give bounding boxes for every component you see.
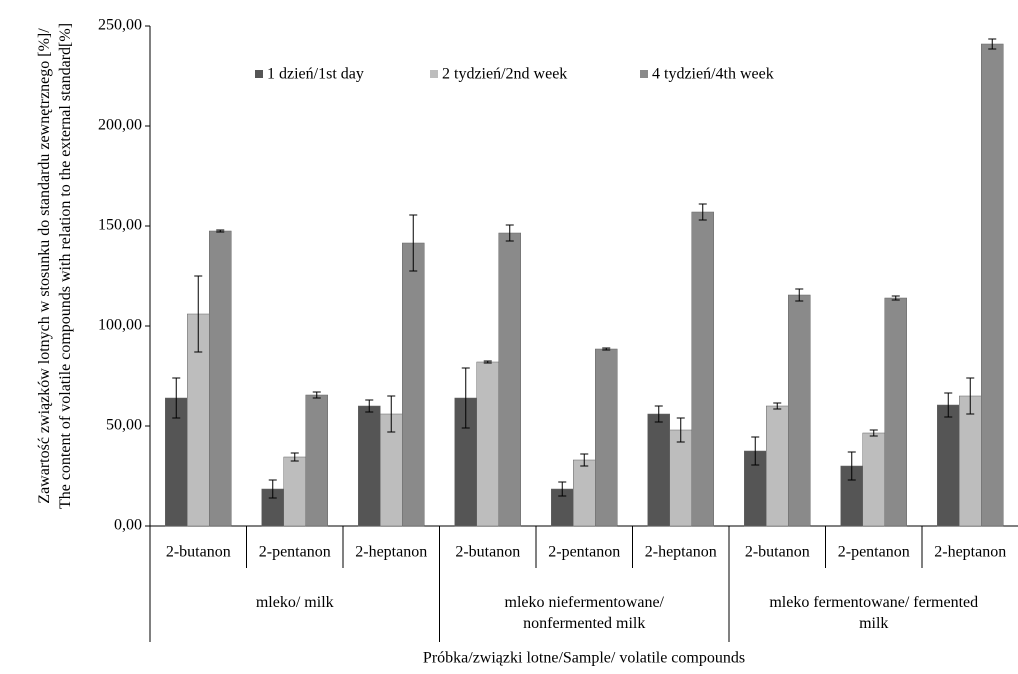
error-bar xyxy=(795,288,804,302)
bar xyxy=(937,404,960,527)
group-label: mleko niefermentowane/ nonfermented milk xyxy=(504,594,665,632)
error-bar xyxy=(505,224,514,242)
bar xyxy=(862,432,885,527)
error-bar xyxy=(891,295,900,301)
legend-label: 4 tydzień/4th week xyxy=(652,66,774,83)
legend-label: 1 dzień/1st day xyxy=(267,66,364,83)
error-bar xyxy=(966,377,975,415)
bar xyxy=(209,230,232,527)
bar xyxy=(305,394,328,527)
legend-swatch xyxy=(640,70,648,78)
y-tick-label: 50,00 xyxy=(106,417,142,434)
bar xyxy=(766,405,789,527)
error-bar xyxy=(216,229,225,233)
error-bar xyxy=(602,347,611,351)
x-tick-label: 2-butanon xyxy=(455,544,520,561)
error-bar xyxy=(365,399,374,413)
error-bar xyxy=(290,452,299,462)
error-bar xyxy=(194,275,203,353)
error-bar xyxy=(988,38,997,50)
bar xyxy=(595,348,618,527)
error-bar xyxy=(944,392,953,418)
y-tick-label: 200,00 xyxy=(98,117,142,134)
bar xyxy=(358,405,381,527)
x-axis-label: Próbka/związki lotne/Sample/ volatile co… xyxy=(423,650,745,667)
error-bar xyxy=(676,417,685,443)
bar xyxy=(476,361,499,527)
error-bar xyxy=(312,391,321,399)
y-axis-label: Zawartość związków lotnych w stosunku do… xyxy=(36,22,74,510)
bar xyxy=(981,43,1004,527)
y-tick-label: 150,00 xyxy=(98,217,142,234)
bar xyxy=(884,297,907,527)
error-bar xyxy=(461,367,470,429)
y-tick-label: 250,00 xyxy=(98,17,142,34)
error-bar xyxy=(654,405,663,423)
legend-swatch xyxy=(430,70,438,78)
error-bar xyxy=(869,429,878,437)
bar xyxy=(788,294,811,527)
legend-label: 2 tydzień/2nd week xyxy=(442,66,567,83)
legend-swatch xyxy=(255,70,263,78)
error-bar xyxy=(387,395,396,433)
x-tick-label: 2-pentanon xyxy=(838,544,910,561)
bar xyxy=(498,232,521,527)
error-bar xyxy=(847,451,856,481)
x-tick-label: 2-heptanon xyxy=(355,544,427,561)
x-tick-label: 2-pentanon xyxy=(548,544,620,561)
group-label: mleko/ milk xyxy=(255,594,334,611)
error-bar xyxy=(751,436,760,466)
bar xyxy=(669,429,692,527)
x-tick-label: 2-pentanon xyxy=(259,544,331,561)
error-bar xyxy=(558,481,567,497)
x-tick-label: 2-heptanon xyxy=(934,544,1006,561)
y-tick-label: 0,00 xyxy=(114,517,142,534)
error-bar xyxy=(773,402,782,410)
bar xyxy=(647,413,670,527)
bar xyxy=(959,395,982,527)
bar xyxy=(283,456,306,527)
bar xyxy=(691,211,714,527)
x-tick-label: 2-heptanon xyxy=(645,544,717,561)
group-label: mleko fermentowane/ fermented milk xyxy=(769,594,979,632)
error-bar xyxy=(580,453,589,467)
x-tick-label: 2-butanon xyxy=(166,544,231,561)
bar xyxy=(573,459,596,527)
error-bar xyxy=(268,479,277,499)
error-bar xyxy=(172,377,181,419)
x-tick-label: 2-butanon xyxy=(745,544,810,561)
y-tick-label: 100,00 xyxy=(98,317,142,334)
bar xyxy=(402,242,425,527)
error-bar xyxy=(698,203,707,221)
error-bar xyxy=(483,360,492,364)
error-bar xyxy=(409,214,418,272)
